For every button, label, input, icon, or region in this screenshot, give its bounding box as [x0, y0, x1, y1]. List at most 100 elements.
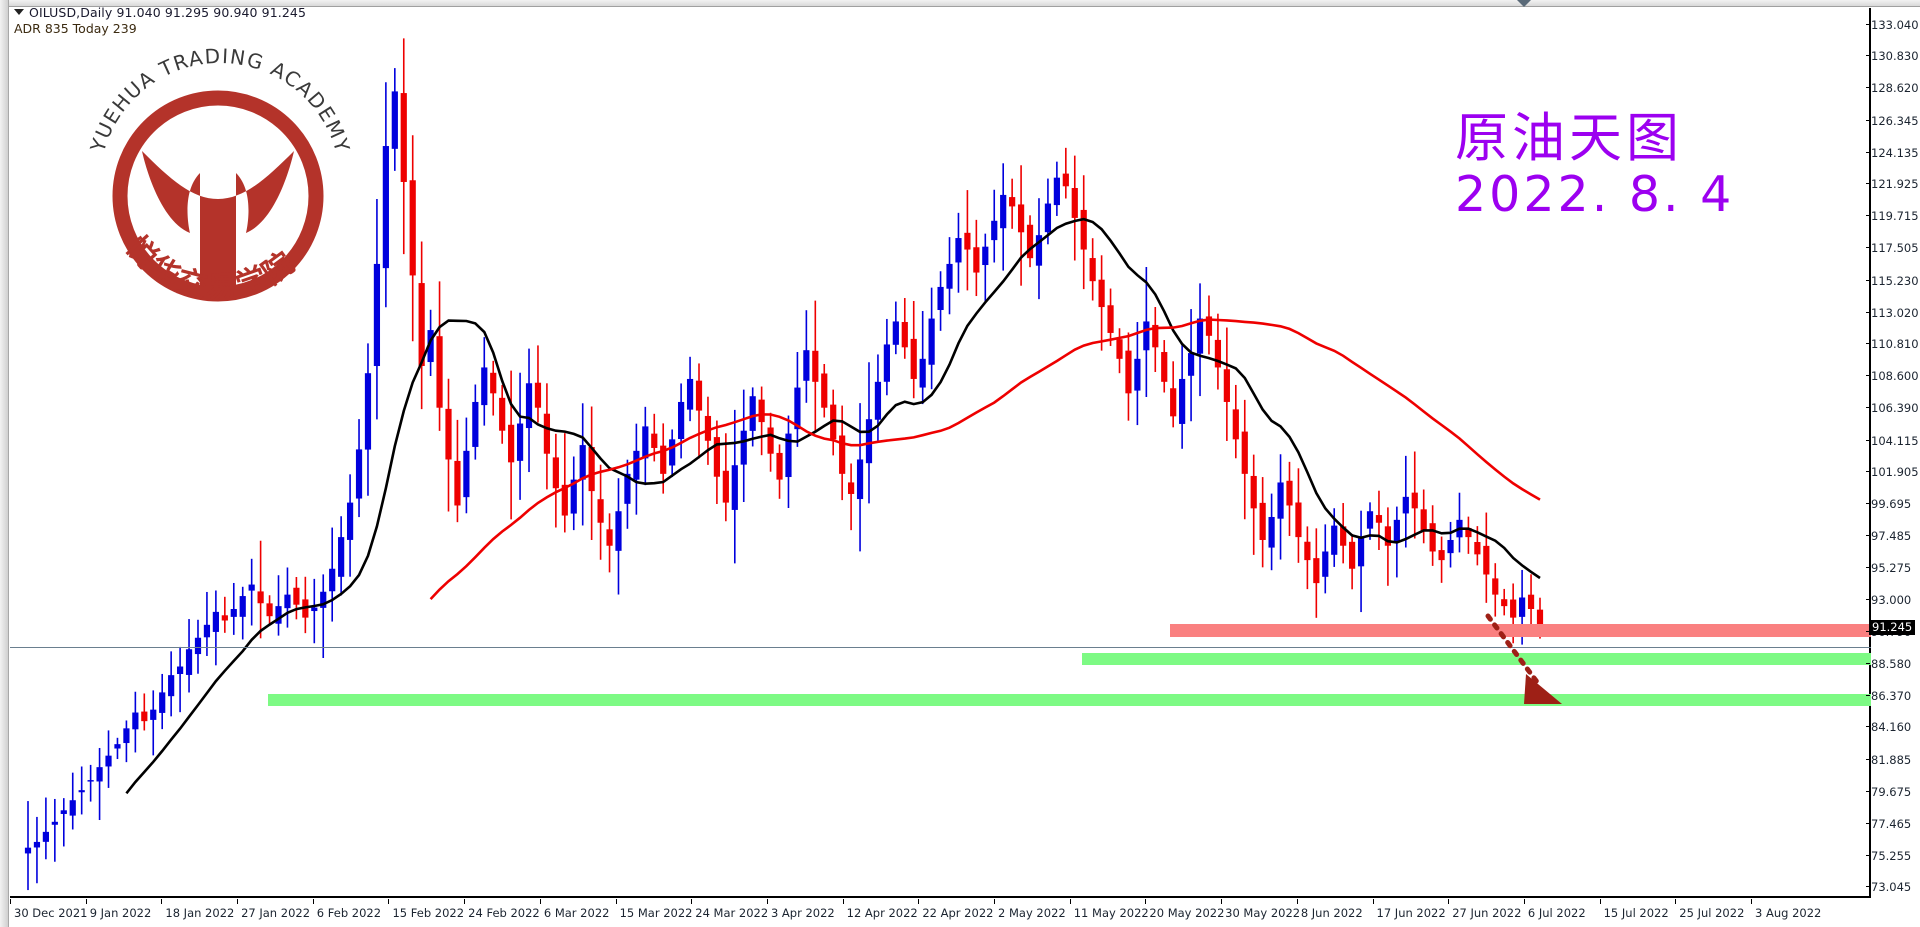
candle-body — [1143, 321, 1150, 351]
candle-body — [221, 615, 228, 621]
candle-body — [740, 430, 747, 465]
indicator-info-line: ADR 835 Today 239 — [14, 21, 137, 36]
candle-body — [1349, 541, 1356, 569]
candle-body — [1492, 578, 1499, 595]
candle-body — [1035, 235, 1043, 266]
moving-average-slow-line — [429, 318, 1541, 600]
date-tick: 22 Apr 2022 — [918, 899, 994, 920]
candle-body — [114, 744, 121, 749]
candle-body — [1536, 609, 1544, 626]
candle-body — [579, 445, 586, 480]
candle-body — [615, 511, 622, 551]
candle-body — [919, 358, 926, 388]
candle-body — [1259, 502, 1266, 540]
candle-body — [543, 413, 551, 454]
candle-body — [534, 382, 542, 408]
candle-body — [266, 603, 273, 617]
candle-body — [391, 91, 398, 149]
candle-body — [1474, 541, 1481, 555]
date-tick: 25 Jul 2022 — [1675, 899, 1745, 920]
candle-body — [60, 810, 67, 814]
candle-body — [508, 424, 515, 463]
candle-body — [69, 800, 76, 816]
candle-body — [1205, 316, 1213, 336]
candle-body — [776, 452, 783, 480]
candle-body — [624, 473, 631, 504]
candle-body — [973, 247, 980, 273]
candle-body — [78, 790, 85, 793]
candle-body — [1402, 496, 1409, 514]
date-tick: 30 May 2022 — [1221, 899, 1301, 920]
candle-body — [678, 401, 685, 440]
annotation-date: 2022. 8. 4 — [1455, 166, 1735, 223]
candle-body — [1483, 545, 1490, 575]
candle-body — [338, 537, 345, 577]
candle-body — [1053, 177, 1060, 206]
price-tick: 77.465 — [1865, 816, 1912, 831]
candle-body — [346, 502, 354, 540]
candle-body — [892, 321, 899, 345]
candle-body — [1179, 378, 1186, 424]
candle-body — [1044, 203, 1052, 233]
candle-body — [1447, 539, 1454, 554]
candle-body — [839, 435, 846, 474]
candle-body — [1519, 597, 1526, 617]
candle-body — [481, 367, 488, 406]
candle-body — [713, 437, 720, 477]
candle-body — [758, 399, 765, 423]
candle-body — [1214, 339, 1222, 368]
candle-body — [284, 594, 291, 609]
price-tick: 110.810 — [1866, 337, 1919, 352]
candle-body — [123, 728, 130, 744]
candle-body — [194, 637, 202, 655]
candle-body — [427, 330, 434, 363]
date-axis[interactable]: 30 Dec 2021 9 Jan 2022 18 Jan 2022 27 Jan 2… — [9, 899, 1871, 927]
candle-body — [525, 383, 533, 429]
candle-body — [955, 238, 962, 263]
candle-body — [329, 568, 336, 592]
date-tick: 20 May 2022 — [1145, 899, 1225, 920]
date-tick: 24 Feb 2022 — [464, 899, 540, 920]
candle-body — [874, 381, 882, 420]
candle-body — [472, 401, 479, 447]
candle-body — [1107, 305, 1114, 333]
candle-body — [561, 484, 568, 516]
candle-body — [642, 426, 649, 459]
date-tick: 8 Jun 2022 — [1296, 899, 1363, 920]
candle-body — [159, 692, 166, 713]
candle-body — [150, 709, 157, 720]
chevron-down-icon[interactable] — [1517, 0, 1531, 7]
price-tick: 95.275 — [1865, 560, 1912, 575]
candle-body — [275, 606, 282, 624]
candle-body — [856, 459, 864, 500]
candle-body — [212, 611, 219, 632]
candle-body — [794, 387, 801, 430]
candle-body — [1000, 194, 1007, 229]
candle-body — [24, 847, 32, 854]
candle-body — [1134, 358, 1141, 391]
price-axis[interactable]: 133.040 130.830 128.620 126.345 124.135 121.9… — [1865, 8, 1920, 898]
bearish-projection-arrow — [1485, 613, 1562, 704]
current-price-label: 91.245 — [1869, 619, 1916, 635]
candle-body — [1384, 526, 1392, 546]
date-tick: 27 Jun 2022 — [1448, 899, 1522, 920]
collapse-caret-icon[interactable] — [14, 9, 24, 15]
date-tick: 9 Jan 2022 — [85, 899, 152, 920]
candle-body — [633, 450, 640, 480]
candle-body — [552, 457, 559, 489]
price-tick: 128.620 — [1866, 81, 1919, 96]
date-tick: 15 Mar 2022 — [615, 899, 693, 920]
price-tick: 88.580 — [1865, 656, 1912, 671]
candle-body — [695, 380, 703, 411]
candle-body — [51, 821, 58, 825]
candle-body — [588, 447, 595, 492]
candle-body — [1080, 209, 1087, 250]
candle-body — [1250, 475, 1257, 509]
date-tick: 11 May 2022 — [1069, 899, 1149, 920]
candle-body — [686, 378, 694, 410]
candle-body — [1170, 388, 1177, 417]
candle-body — [400, 93, 407, 182]
candle-body — [418, 283, 425, 367]
candle-body — [42, 831, 49, 842]
